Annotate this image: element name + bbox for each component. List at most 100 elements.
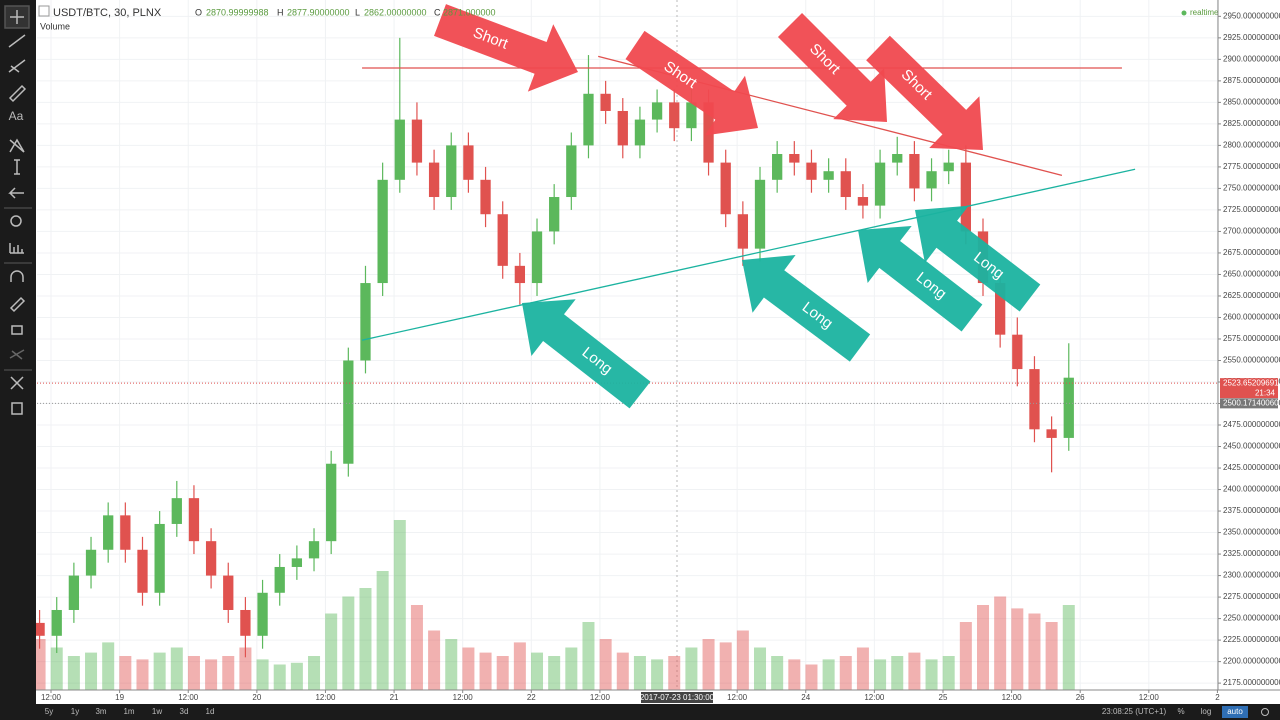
y-tick-label: 2350.000000000	[1223, 528, 1280, 537]
magnet-tool[interactable]	[10, 270, 24, 282]
range-button[interactable]: 1w	[152, 707, 162, 716]
candle-body	[669, 102, 680, 129]
candle-body	[806, 162, 817, 180]
last-price-bg	[1220, 378, 1278, 399]
range-button[interactable]: 1m	[123, 707, 134, 716]
candle-body	[1063, 377, 1074, 438]
annotation-arrow: Long	[857, 225, 983, 332]
y-tick-label: 2625.000000000	[1223, 291, 1280, 300]
volume-bar	[994, 596, 1007, 690]
range-button[interactable]: 1d	[206, 707, 215, 716]
y-tick-label: 2800.000000000	[1223, 141, 1280, 150]
candle-body	[463, 145, 474, 180]
candle-body	[120, 515, 131, 550]
candle-body	[566, 145, 577, 198]
range-button[interactable]: 3d	[180, 707, 189, 716]
volume-bar	[273, 664, 286, 690]
line-tool[interactable]	[8, 34, 26, 48]
stay-drawing-tool[interactable]	[9, 296, 26, 313]
candle-body	[789, 154, 800, 163]
symbol-toggle[interactable]	[38, 5, 50, 17]
zoom-tool[interactable]	[10, 215, 22, 227]
volume-bar	[205, 659, 218, 690]
candle-body	[223, 575, 234, 610]
bars-tool[interactable]	[9, 243, 24, 254]
arrow-shape	[434, 4, 578, 92]
volume-bar	[187, 656, 200, 690]
lock-tool[interactable]	[11, 325, 23, 335]
y-tick-label: 2250.000000000	[1223, 614, 1280, 623]
tools-tool[interactable]	[10, 376, 24, 390]
x-tick-label: 12:00	[1139, 693, 1160, 702]
auto-button-bg[interactable]	[1222, 706, 1248, 718]
last-time-label: 21:34	[1255, 388, 1276, 397]
candle-body	[909, 154, 920, 189]
volume-bar	[445, 639, 458, 690]
clock: 23:08:25 (UTC+1)	[1102, 707, 1167, 716]
volume-bar	[67, 656, 80, 690]
candle-body	[103, 515, 114, 550]
volume-bar	[222, 656, 235, 690]
y-tick-label: 2575.000000000	[1223, 334, 1280, 343]
volume-bar	[359, 588, 372, 690]
volume-bar	[599, 639, 612, 690]
volume-bar	[239, 647, 252, 690]
volume-bar	[651, 659, 664, 690]
candle-body	[291, 558, 303, 567]
fib-tool[interactable]	[8, 59, 26, 73]
volume-bar	[325, 613, 338, 690]
y-tick-label: 2375.000000000	[1223, 506, 1280, 515]
volume-bar	[308, 656, 321, 690]
candle-body	[651, 102, 663, 120]
candle-body	[171, 498, 182, 524]
arrow-shape	[777, 12, 887, 122]
volume-bar	[102, 642, 115, 690]
volume-bar	[668, 656, 681, 690]
candle-body	[326, 463, 337, 542]
prev-price-label: 2500.17140060	[1223, 398, 1279, 407]
candle-body	[411, 119, 423, 163]
volume-bar	[633, 656, 646, 690]
candle-body	[686, 102, 697, 129]
candle-body	[634, 119, 646, 146]
volume-bar	[976, 605, 990, 690]
candle-body	[34, 622, 45, 636]
candle-body	[308, 541, 320, 559]
text-tool[interactable]: Aa	[9, 109, 24, 123]
back-tool[interactable]	[8, 187, 24, 199]
settings-button[interactable]	[1261, 708, 1269, 716]
left-toolbar	[0, 0, 36, 720]
y-tick-label: 2850.000000000	[1223, 97, 1280, 106]
price-axis	[1218, 0, 1280, 704]
y-tick-label: 2750.000000000	[1223, 184, 1280, 193]
measure-tool[interactable]	[14, 159, 20, 175]
y-tick-label: 2900.000000000	[1223, 54, 1280, 63]
ohlc-label: C	[434, 7, 441, 17]
pattern-tool[interactable]	[9, 138, 25, 153]
ohlc-label: L	[355, 7, 360, 17]
candle-body	[1012, 334, 1023, 370]
volume-bar	[513, 642, 526, 690]
log-button[interactable]: log	[1201, 707, 1212, 716]
hide-tool[interactable]	[9, 349, 25, 360]
candle-body	[1046, 429, 1057, 438]
percent-button[interactable]: %	[1177, 707, 1184, 716]
candle-body	[617, 110, 628, 146]
y-tick-label: 2475.000000000	[1223, 420, 1280, 429]
range-button[interactable]: 5y	[45, 707, 53, 716]
range-button[interactable]: 1y	[71, 707, 79, 716]
trash-tool[interactable]	[11, 402, 23, 415]
volume-bar	[85, 652, 98, 690]
auto-button[interactable]: auto	[1227, 707, 1243, 716]
volume-bar	[496, 656, 509, 690]
range-button[interactable]: 3m	[95, 707, 106, 716]
candle-body	[446, 145, 457, 198]
candle-body	[274, 566, 285, 593]
ohlc-label: O	[195, 7, 202, 17]
arrow-shape	[625, 30, 758, 136]
candle-body	[892, 154, 903, 163]
y-tick-label: 2400.000000000	[1223, 485, 1280, 494]
brush-tool[interactable]	[8, 84, 27, 103]
